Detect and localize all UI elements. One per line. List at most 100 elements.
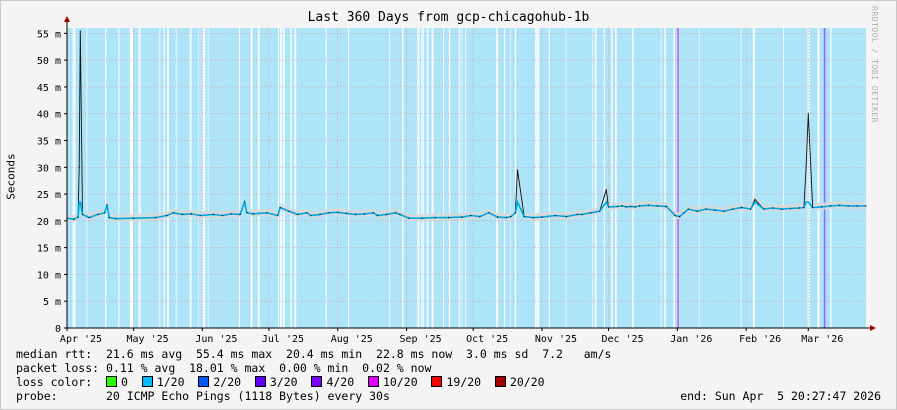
data-gap [402,28,404,328]
chart-title: Last 360 Days from gcp-chicagohub-1b [307,10,590,25]
data-gap [632,28,634,328]
loss-color-label: loss color: [16,375,93,389]
data-point [97,213,99,215]
data-point [510,216,512,218]
data-point [656,205,659,207]
data-gap [510,28,511,328]
data-gap [257,28,260,328]
data-gap [664,28,666,328]
data-point [821,206,823,208]
loss-color-label-text: 1/20 [156,375,199,389]
data-point [488,212,490,214]
loss-color-label-text: 19/20 [446,375,495,389]
data-point [829,205,832,207]
data-point [363,213,365,215]
data-point [812,206,814,209]
packet-loss-stats: packet loss: 0.11 % avg 18.01 % max 0.00… [16,361,432,375]
data-point [687,208,690,210]
loss-color-item: 2/20 [198,375,255,389]
data-point [505,217,508,219]
data-gap [203,28,206,328]
data-gap [290,28,292,328]
data-point [79,30,81,32]
data-gap [465,28,467,328]
loss-color-label-text: 20/20 [509,375,559,389]
loss-color-label-text: 3/20 [269,375,312,389]
x-tick-label: Jun '25 [195,334,237,345]
x-tick-label: Dec '25 [601,334,643,345]
plot-area [67,28,866,328]
data-gap [118,28,120,328]
loss-color-item: 1/20 [141,375,199,389]
data-point [674,214,676,217]
x-tick-label: Nov '25 [535,334,577,345]
data-gap [73,28,76,328]
data-gap [458,28,461,328]
data-point [277,214,279,217]
x-axis-arrow [870,325,876,331]
data-point [421,217,423,219]
data-point [461,216,463,218]
data-gap [594,28,597,328]
data-point [115,218,117,220]
data-gap [535,28,537,328]
data-point [607,206,610,208]
data-point [239,213,241,215]
data-point [647,204,650,206]
loss-color-item: 10/20 [368,375,431,389]
data-point [514,212,516,214]
data-point [372,212,374,214]
data-point [172,212,175,214]
data-gap [514,28,517,328]
loss-color-swatch [311,376,323,387]
data-gap [448,28,451,328]
data-point [244,201,246,203]
data-point [516,169,519,171]
loss-color-item: 4/20 [311,375,368,389]
data-point [805,166,807,168]
data-point [581,213,583,215]
data-point [856,205,858,207]
loss-color-swatch [106,376,118,387]
loss-color-label-text: 0 [121,375,142,389]
loss-color-item: 19/20 [431,375,494,389]
data-point [181,213,183,215]
data-gap [548,28,550,328]
y-axis-arrow [64,16,70,22]
data-point [73,218,75,220]
data-point [88,217,90,219]
data-gap [740,28,742,328]
data-gap [421,28,423,328]
data-gap [461,28,463,328]
data-point [212,213,215,215]
data-point [696,210,698,212]
data-gap [72,28,74,328]
data-point [781,208,783,210]
data-gap [207,28,209,328]
data-gap [283,28,285,328]
loss-color-items: 0 1/20 2/20 3/20 4/20 10/20 19/20 20/20 [106,375,558,389]
data-point [532,217,534,219]
data-gap [251,28,253,328]
y-tick-label: 0 [55,324,61,335]
data-gap [138,28,141,328]
data-point [346,212,348,214]
loss-color-legend: loss color: 0 1/20 2/20 3/20 4/20 10/20 … [16,375,558,389]
x-tick-label: Aug '25 [331,334,373,345]
y-tick-label: 10 m [37,270,61,281]
data-point [328,212,330,214]
data-point [625,206,627,208]
data-gap [673,28,675,328]
x-tick-label: May '25 [127,334,169,345]
loss-color-swatch [494,376,506,387]
data-point [639,205,641,207]
y-tick-label: 20 m [37,217,61,228]
data-point [399,213,401,215]
data-point [479,216,481,218]
x-tick-label: Jul '25 [262,334,304,345]
data-gap [592,28,593,328]
data-gap [615,28,617,328]
data-point [605,189,607,191]
data-point [798,207,801,209]
data-gap [565,28,567,328]
